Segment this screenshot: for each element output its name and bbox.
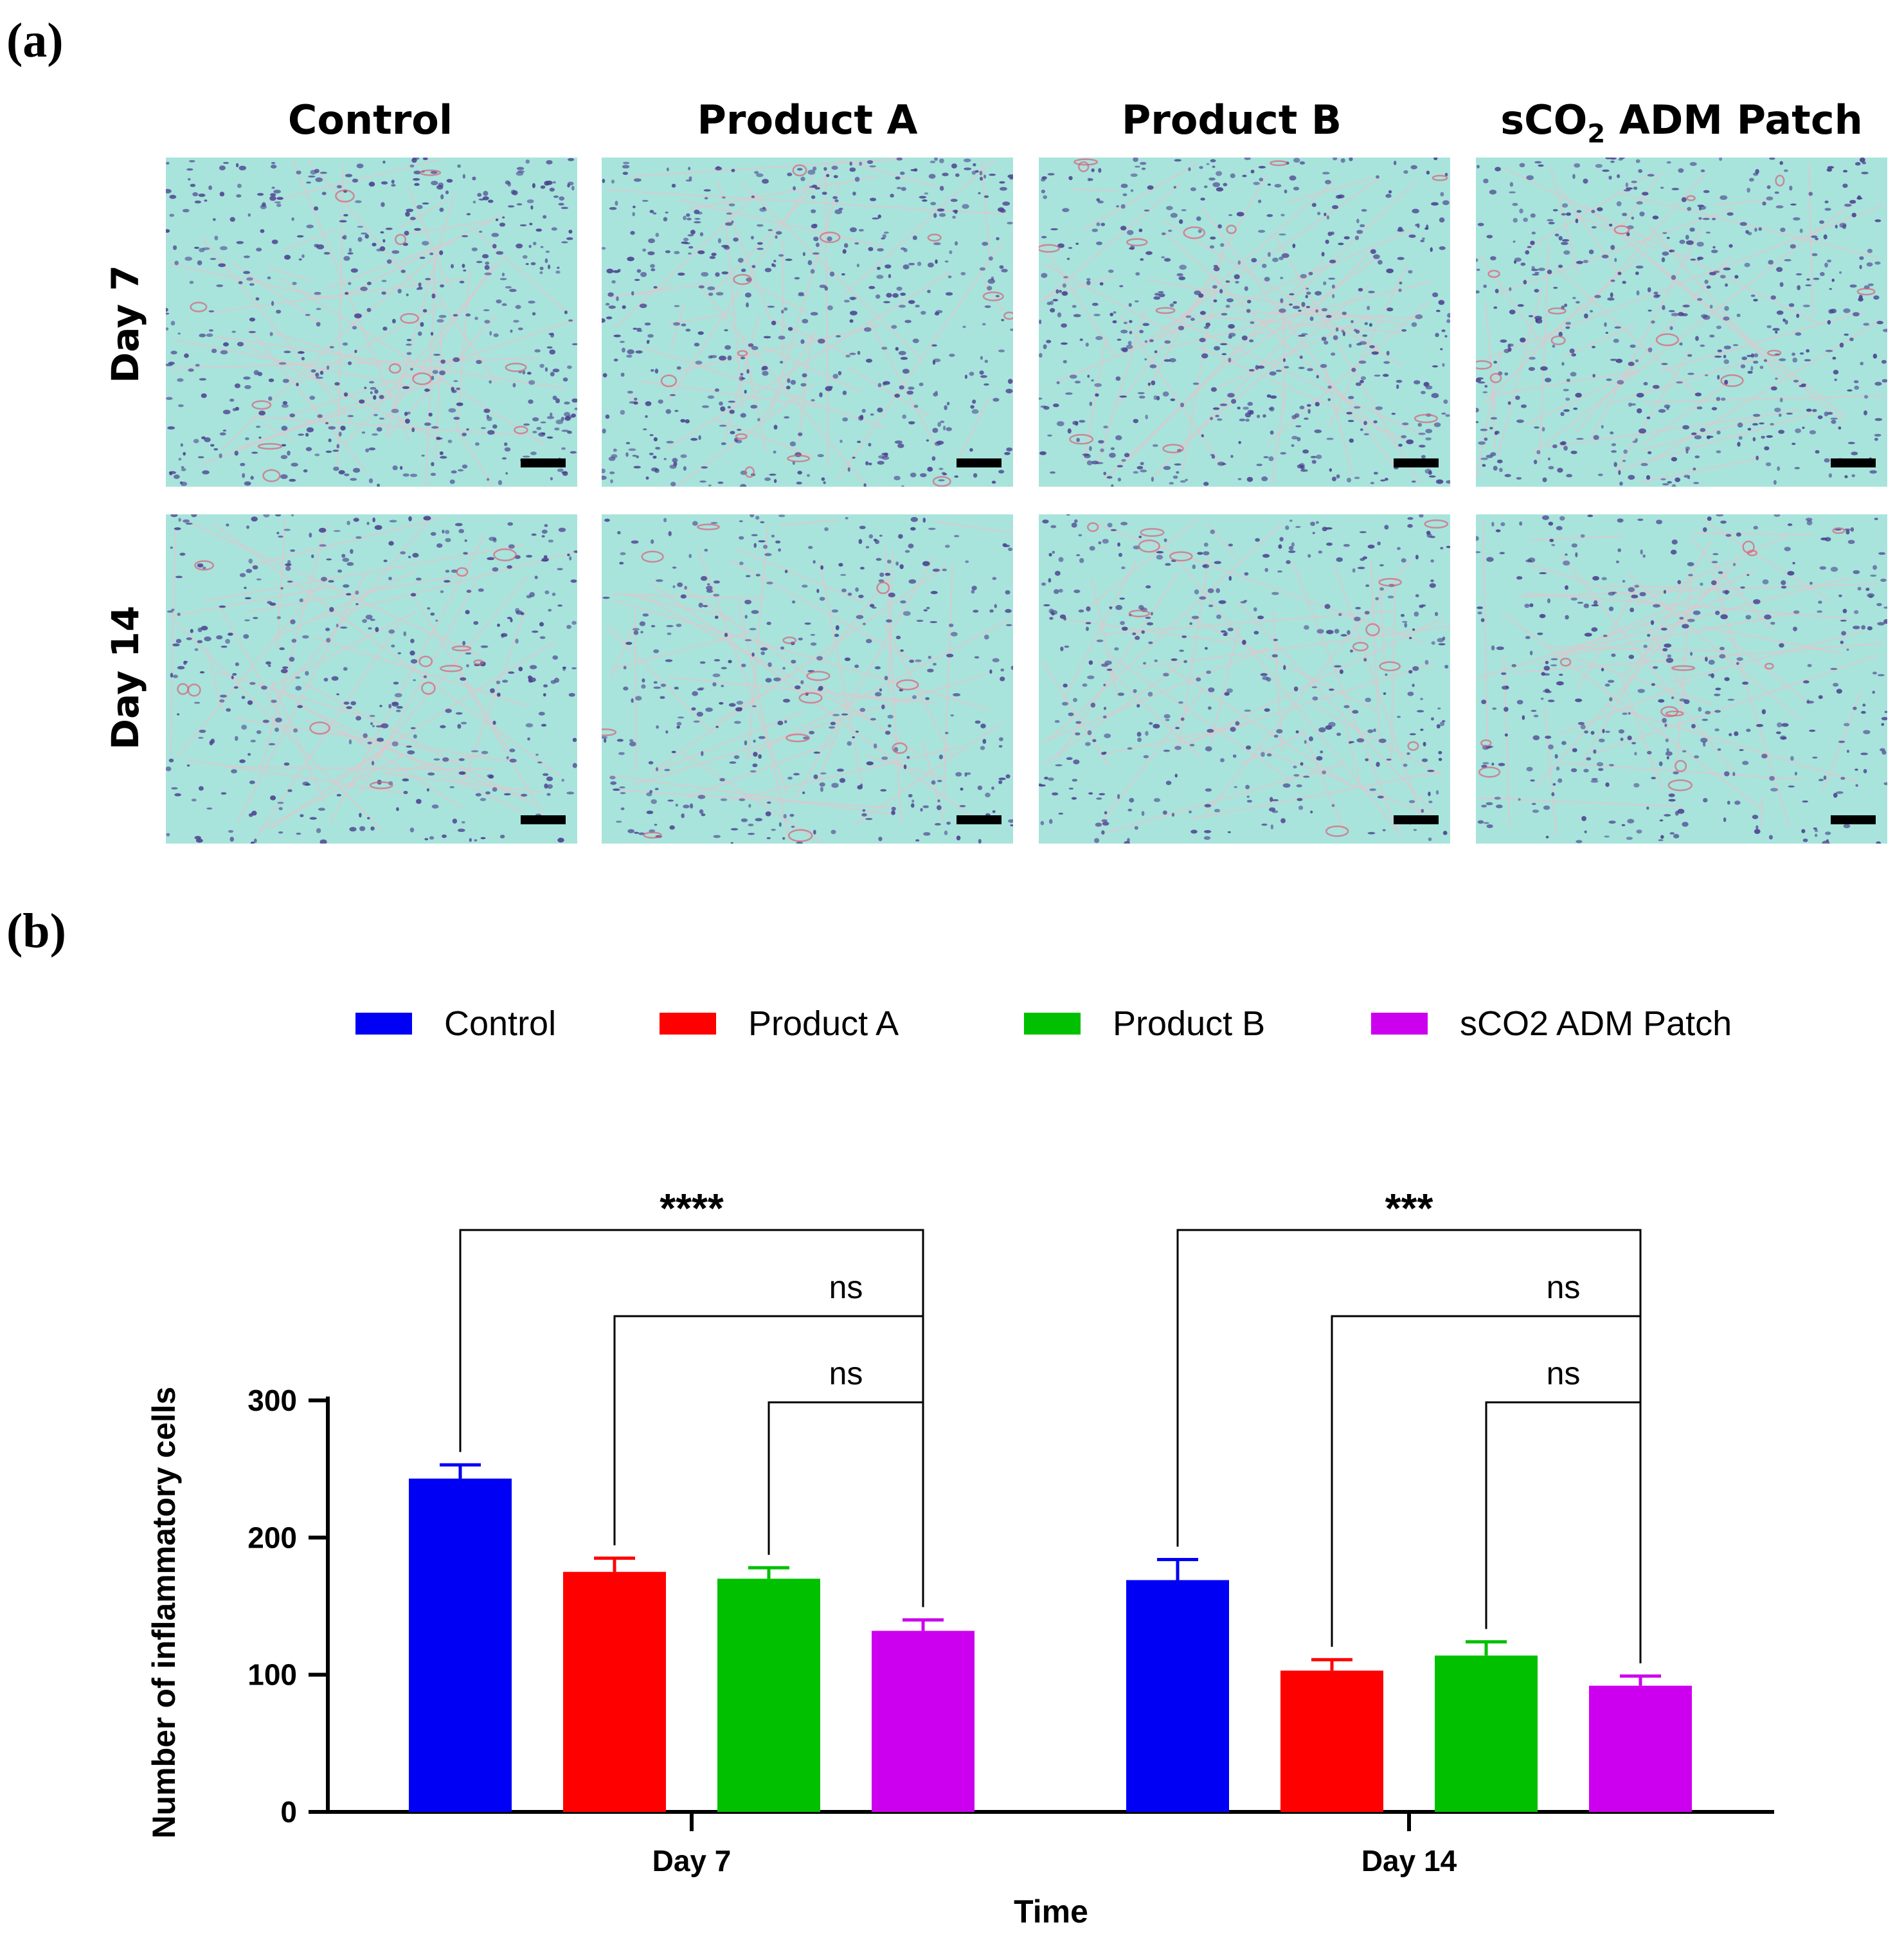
bar-product-b-day-14 [1435, 1655, 1538, 1812]
tissue-texture [1039, 158, 1450, 487]
significance-label: **** [660, 1185, 724, 1231]
scale-bar [521, 458, 566, 467]
significance-bracket [768, 1401, 924, 1607]
panel-b-label: (b) [6, 904, 66, 958]
tissue-texture [166, 514, 577, 844]
legend-swatch-product-a [660, 1013, 716, 1035]
micrograph-control-day-7 [166, 158, 577, 487]
legend-label-control: Control [444, 1004, 556, 1043]
significance-label: ns [1547, 1269, 1581, 1305]
bar-sco2-adm-patch-day-14 [1589, 1685, 1692, 1812]
column-header-sco2-adm-patch: sCO2 ADM Patch [1500, 96, 1863, 149]
scale-bar [956, 815, 1001, 824]
legend-label-sco2-adm-patch: sCO2 ADM Patch [1460, 1004, 1732, 1043]
x-axis-title: Time [1014, 1894, 1088, 1930]
legend-label-product-a: Product A [748, 1004, 899, 1043]
x-tick-label-day-7: Day 7 [652, 1844, 732, 1877]
bar-product-a-day-7 [563, 1571, 666, 1812]
bar-sco2-adm-patch-day-7 [872, 1631, 974, 1812]
y-tick-label: 100 [247, 1658, 297, 1692]
micrograph-product-b-day-7 [1039, 158, 1450, 487]
scale-bar [1831, 815, 1876, 824]
bar-control-day-7 [409, 1478, 512, 1812]
micrograph-product-a-day-7 [602, 158, 1013, 487]
legend-swatch-control [355, 1013, 412, 1035]
y-tick-label: 300 [247, 1384, 297, 1417]
column-header-product-a: Product A [697, 96, 918, 143]
legend-label-product-b: Product B [1113, 1004, 1265, 1043]
tissue-texture [602, 158, 1013, 487]
bar-control-day-14 [1126, 1580, 1229, 1812]
significance-label: ns [1547, 1355, 1581, 1391]
y-axis-title: Number of inflammatory cells [146, 1387, 182, 1839]
scale-bar [1831, 458, 1876, 467]
significance-label: ns [829, 1269, 863, 1305]
micrograph-control-day-14 [166, 514, 577, 844]
significance-label: ns [829, 1355, 863, 1391]
bar-product-a-day-14 [1280, 1670, 1383, 1812]
micrograph-sco2-adm-patch-day-14 [1476, 514, 1887, 844]
scale-bar [956, 458, 1001, 467]
significance-bracket [1485, 1401, 1642, 1663]
column-header-control: Control [287, 96, 453, 143]
tissue-texture [166, 158, 577, 487]
micrograph-product-b-day-14 [1039, 514, 1450, 844]
tissue-texture [1476, 158, 1887, 487]
scale-bar [1394, 458, 1439, 467]
legend-swatch-product-b [1024, 1013, 1081, 1035]
bar-product-b-day-7 [717, 1579, 820, 1812]
tissue-texture [1039, 514, 1450, 844]
significance-label: *** [1385, 1185, 1433, 1231]
scale-bar [1394, 815, 1439, 824]
x-tick-label-day-14: Day 14 [1361, 1844, 1457, 1877]
column-header-product-b: Product B [1121, 96, 1342, 143]
y-tick-label: 0 [280, 1795, 297, 1829]
tissue-texture [1476, 514, 1887, 844]
scale-bar [521, 815, 566, 824]
panel-a-label: (a) [6, 14, 64, 68]
micrograph-product-a-day-14 [602, 514, 1013, 844]
tissue-texture [602, 514, 1013, 844]
micrograph-sco2-adm-patch-day-7 [1476, 158, 1887, 487]
y-tick-label: 200 [247, 1521, 297, 1554]
legend-swatch-sco2-adm-patch [1371, 1013, 1428, 1035]
